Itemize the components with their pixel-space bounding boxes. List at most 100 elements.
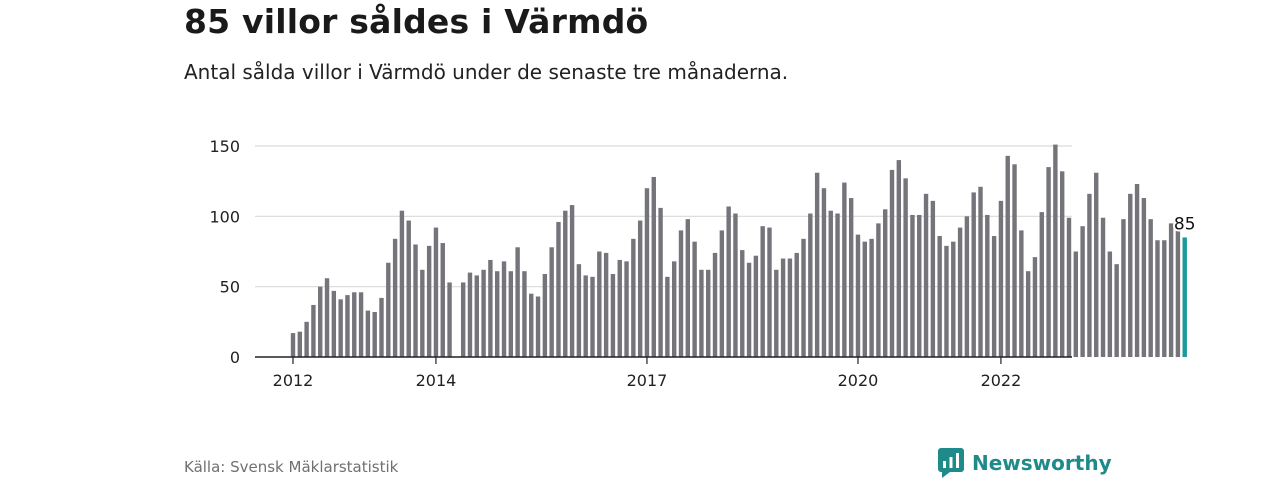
bar xyxy=(597,251,602,357)
bar xyxy=(780,258,786,357)
bar xyxy=(706,269,711,357)
bar xyxy=(467,272,473,357)
bar xyxy=(426,245,432,357)
bar xyxy=(808,213,813,357)
bar xyxy=(365,310,371,357)
bar xyxy=(842,182,847,357)
bar xyxy=(1053,144,1058,357)
bar xyxy=(460,282,466,357)
bar xyxy=(787,258,793,357)
bar xyxy=(345,295,350,357)
bar xyxy=(998,200,1004,357)
bar xyxy=(413,244,418,357)
grid-lines xyxy=(255,145,1072,288)
bar xyxy=(699,269,704,357)
bar xyxy=(651,176,656,357)
bar xyxy=(563,210,568,357)
highlight-value-label: 85 xyxy=(1174,214,1196,234)
bar xyxy=(318,286,323,357)
bar xyxy=(590,276,595,357)
bar xyxy=(692,241,697,357)
y-tick-label: 0 xyxy=(230,348,240,367)
bar xyxy=(1046,167,1051,357)
bar xyxy=(440,243,445,357)
bar xyxy=(1100,217,1106,357)
bar xyxy=(760,226,765,357)
bar xyxy=(971,192,976,357)
bar xyxy=(1162,240,1167,357)
bar xyxy=(1032,257,1038,357)
bar xyxy=(617,259,622,357)
bar xyxy=(1121,219,1126,357)
chart-subtitle: Antal sålda villor i Värmdö under de sen… xyxy=(184,60,789,84)
bar xyxy=(951,241,956,357)
bar xyxy=(392,238,398,357)
bar xyxy=(944,245,949,357)
bar xyxy=(1080,226,1085,357)
bar xyxy=(576,264,582,357)
bar xyxy=(719,230,725,357)
bar xyxy=(372,311,377,357)
bar xyxy=(297,331,303,357)
bar xyxy=(1141,198,1147,357)
bar xyxy=(474,275,479,357)
bar xyxy=(678,230,684,357)
bar xyxy=(862,241,867,357)
bar xyxy=(801,238,806,357)
bar xyxy=(712,252,718,357)
bar xyxy=(304,321,309,357)
bar xyxy=(733,213,738,357)
bar-highlight xyxy=(1182,237,1187,357)
bar xyxy=(549,247,554,357)
bar xyxy=(671,261,677,357)
x-tick-label: 2014 xyxy=(416,371,457,390)
bar xyxy=(665,276,670,357)
bar xyxy=(1012,164,1017,357)
y-tick-label: 150 xyxy=(209,137,240,156)
bar xyxy=(794,252,799,357)
bar xyxy=(658,207,663,357)
bar xyxy=(753,255,759,357)
bar xyxy=(644,188,650,357)
bar xyxy=(883,209,888,357)
bar xyxy=(1059,171,1065,357)
bar xyxy=(746,262,752,357)
bar xyxy=(978,186,983,357)
bar xyxy=(923,193,929,357)
bar xyxy=(1066,217,1072,357)
bar xyxy=(324,278,330,357)
bar xyxy=(1155,240,1160,357)
bar xyxy=(501,261,507,357)
bar xyxy=(358,292,364,357)
bar xyxy=(828,210,833,357)
bar xyxy=(991,236,997,357)
bar xyxy=(603,252,609,357)
bar xyxy=(406,220,411,357)
bar xyxy=(903,178,908,357)
bar xyxy=(379,297,384,357)
bar xyxy=(889,169,895,357)
bar xyxy=(869,238,874,357)
x-tick-label: 2017 xyxy=(627,371,668,390)
bar xyxy=(930,200,936,357)
bar xyxy=(876,223,881,357)
bar xyxy=(1025,271,1031,357)
x-tick-label: 2020 xyxy=(838,371,879,390)
bar xyxy=(774,269,779,357)
bar xyxy=(535,296,541,357)
bar xyxy=(637,220,643,357)
x-tick-label: 2012 xyxy=(273,371,314,390)
brand-logo[interactable]: Newsworthy xyxy=(938,448,1112,478)
newsworthy-logo-icon xyxy=(938,448,964,478)
bar xyxy=(352,292,357,357)
bar xyxy=(1005,155,1010,357)
bar xyxy=(481,269,486,357)
bar xyxy=(726,206,731,357)
bar xyxy=(331,290,337,357)
bar xyxy=(624,261,629,357)
bar xyxy=(1073,251,1079,357)
bar xyxy=(1134,183,1140,357)
bar xyxy=(529,293,534,357)
bar xyxy=(985,214,990,357)
brand-name: Newsworthy xyxy=(972,451,1112,475)
